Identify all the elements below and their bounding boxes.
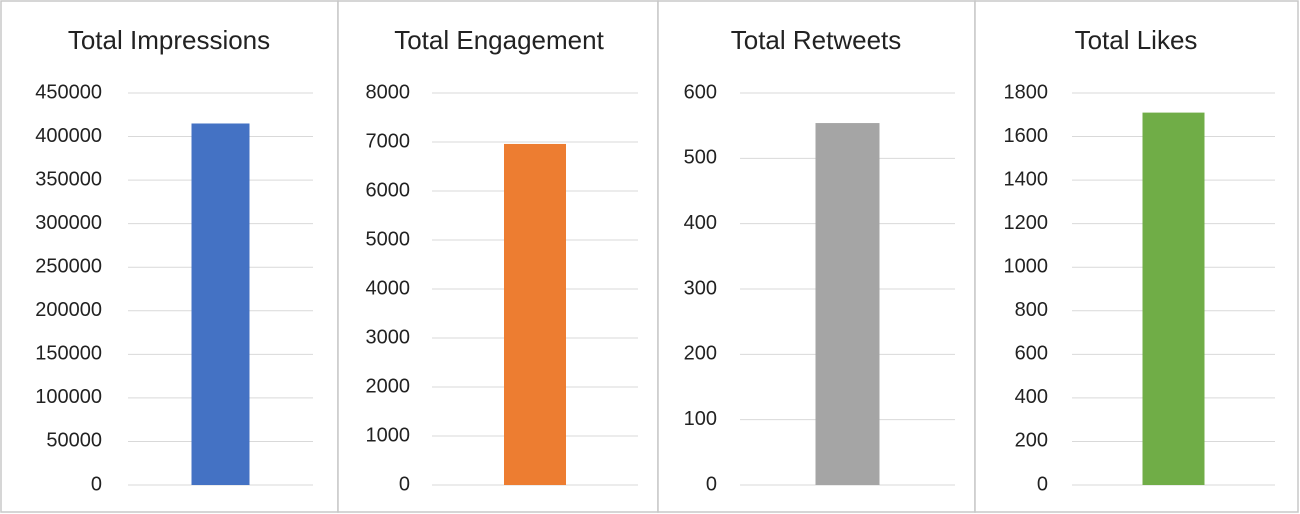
y-tick-label: 200 (1015, 430, 1048, 452)
y-tick-label: 2000 (366, 375, 411, 397)
chart-title: Total Impressions (68, 25, 270, 55)
y-tick-label: 150000 (35, 343, 102, 365)
y-tick-label: 300 (684, 277, 717, 299)
y-tick-label: 7000 (366, 130, 411, 152)
y-tick-label: 600 (1015, 343, 1048, 365)
bar (1142, 112, 1205, 485)
y-tick-label: 1000 (366, 424, 411, 446)
y-tick-label: 6000 (366, 179, 411, 201)
chart-title: Total Engagement (394, 25, 604, 55)
y-tick-label: 4000 (366, 277, 411, 299)
y-tick-label: 0 (91, 473, 102, 495)
y-tick-label: 250000 (35, 256, 102, 278)
y-tick-label: 300000 (35, 212, 102, 234)
y-tick-label: 3000 (366, 326, 411, 348)
y-tick-label: 200 (684, 343, 717, 365)
bar (504, 143, 566, 485)
panel (337, 0, 659, 513)
y-tick-label: 0 (1037, 473, 1048, 495)
y-tick-label: 1000 (1004, 256, 1049, 278)
y-tick-label: 1600 (1004, 125, 1049, 147)
y-tick-label: 450000 (35, 81, 102, 103)
y-tick-label: 600 (684, 81, 717, 103)
y-tick-label: 400 (1015, 386, 1048, 408)
y-tick-label: 100000 (35, 386, 102, 408)
panel (974, 0, 1299, 513)
chart-title: Total Retweets (731, 25, 902, 55)
y-tick-label: 5000 (366, 228, 411, 250)
y-tick-label: 8000 (366, 81, 411, 103)
bar (191, 123, 250, 485)
y-tick-label: 0 (399, 473, 410, 495)
y-tick-label: 100 (684, 408, 717, 430)
y-tick-label: 1200 (1004, 212, 1049, 234)
bar (815, 123, 880, 485)
y-tick-label: 400000 (35, 125, 102, 147)
y-tick-label: 1400 (1004, 168, 1049, 190)
y-tick-label: 350000 (35, 168, 102, 190)
y-tick-label: 500 (684, 147, 717, 169)
y-tick-label: 0 (706, 473, 717, 495)
y-tick-label: 800 (1015, 299, 1048, 321)
y-tick-label: 1800 (1004, 81, 1049, 103)
panel (0, 0, 339, 513)
chart-title: Total Likes (1075, 25, 1198, 55)
y-tick-label: 50000 (46, 430, 102, 452)
y-tick-label: 400 (684, 212, 717, 234)
y-tick-label: 200000 (35, 299, 102, 321)
